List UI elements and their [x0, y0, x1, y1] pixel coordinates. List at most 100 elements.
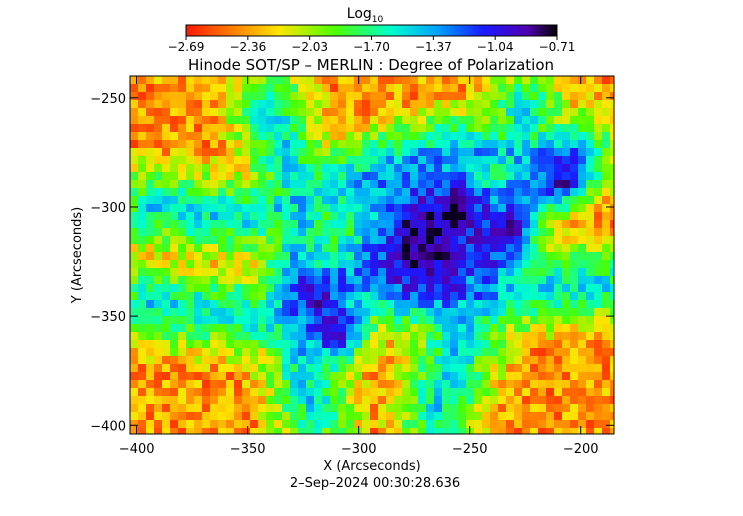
heatmap-cell — [506, 124, 515, 133]
heatmap-cell — [458, 428, 467, 434]
heatmap-cell — [218, 380, 227, 389]
heatmap-cell — [186, 108, 195, 117]
heatmap-cell — [578, 260, 587, 269]
heatmap-cell — [146, 260, 155, 269]
heatmap-cell — [298, 340, 307, 349]
heatmap-cell — [546, 140, 555, 149]
heatmap-cell — [186, 76, 195, 85]
heatmap-cell — [498, 252, 507, 261]
heatmap-cell — [266, 276, 275, 285]
heatmap-cell — [586, 172, 595, 181]
heatmap-cell — [594, 92, 603, 101]
heatmap-cell — [458, 76, 467, 85]
heatmap-cell — [458, 252, 467, 261]
heatmap-cell — [354, 268, 363, 277]
heatmap-cell — [602, 292, 611, 301]
heatmap-cell — [306, 84, 315, 93]
heatmap-cell — [378, 348, 387, 357]
heatmap-cell — [130, 364, 139, 373]
heatmap-cell — [450, 268, 459, 277]
heatmap-cell — [530, 412, 539, 421]
heatmap-cell — [130, 284, 139, 293]
heatmap-cell — [522, 204, 531, 213]
heatmap-cell — [218, 116, 227, 125]
heatmap-cell — [138, 260, 147, 269]
heatmap-cell — [258, 284, 267, 293]
heatmap-cell — [250, 172, 259, 181]
heatmap-cell — [578, 420, 587, 429]
heatmap-cell — [602, 316, 611, 325]
heatmap-cell — [594, 196, 603, 205]
heatmap-cell — [482, 236, 491, 245]
heatmap-cell — [298, 148, 307, 157]
heatmap-cell — [378, 308, 387, 317]
heatmap-cell — [162, 196, 171, 205]
heatmap-cell — [602, 412, 611, 421]
heatmap-cell — [322, 132, 331, 141]
heatmap-cell — [482, 340, 491, 349]
heatmap-cell — [602, 76, 611, 85]
heatmap-cell — [202, 300, 211, 309]
heatmap-cell — [554, 292, 563, 301]
heatmap-cell — [506, 332, 515, 341]
heatmap-cell — [322, 212, 331, 221]
heatmap-cell — [242, 220, 251, 229]
heatmap-cell — [466, 292, 475, 301]
heatmap-cell — [538, 284, 547, 293]
heatmap-cell — [242, 252, 251, 261]
heatmap-cell — [154, 92, 163, 101]
heatmap-cell — [538, 84, 547, 93]
heatmap-cell — [266, 236, 275, 245]
heatmap-cell — [426, 260, 435, 269]
heatmap-cell — [394, 204, 403, 213]
heatmap-cell — [194, 372, 203, 381]
heatmap-cell — [378, 364, 387, 373]
heatmap-cell — [482, 268, 491, 277]
heatmap-cell — [410, 300, 419, 309]
heatmap-cell — [490, 340, 499, 349]
heatmap-cell — [546, 188, 555, 197]
heatmap-cell — [522, 428, 531, 434]
heatmap-cell — [138, 204, 147, 213]
heatmap-cell — [138, 196, 147, 205]
heatmap-cell — [466, 412, 475, 421]
heatmap-cell — [578, 252, 587, 261]
heatmap-cell — [394, 332, 403, 341]
heatmap-cell — [218, 260, 227, 269]
heatmap-cell — [218, 292, 227, 301]
heatmap-cell — [226, 100, 235, 109]
heatmap-cell — [538, 300, 547, 309]
heatmap-cell — [186, 92, 195, 101]
heatmap-cell — [346, 188, 355, 197]
heatmap-cell — [610, 316, 614, 325]
heatmap-cell — [202, 348, 211, 357]
heatmap-cell — [402, 140, 411, 149]
heatmap-cell — [482, 156, 491, 165]
heatmap-cell — [290, 228, 299, 237]
heatmap-cell — [394, 252, 403, 261]
heatmap-cell — [402, 188, 411, 197]
heatmap-cell — [434, 212, 443, 221]
heatmap-cell — [250, 404, 259, 413]
heatmap-cell — [130, 196, 139, 205]
heatmap-cell — [522, 116, 531, 125]
heatmap-cell — [354, 380, 363, 389]
heatmap-cell — [282, 140, 291, 149]
heatmap-cell — [418, 268, 427, 277]
heatmap-cell — [218, 100, 227, 109]
heatmap-cell — [242, 140, 251, 149]
heatmap-cell — [466, 308, 475, 317]
heatmap-cell — [330, 236, 339, 245]
heatmap-cell — [482, 188, 491, 197]
heatmap-cell — [514, 428, 523, 434]
heatmap-cell — [546, 292, 555, 301]
heatmap-cell — [458, 92, 467, 101]
heatmap-cell — [602, 252, 611, 261]
heatmap-cell — [586, 132, 595, 141]
heatmap-cell — [210, 228, 219, 237]
heatmap-cell — [450, 204, 459, 213]
heatmap-cell — [178, 420, 187, 429]
heatmap-cell — [322, 348, 331, 357]
heatmap-cell — [226, 236, 235, 245]
heatmap-cell — [178, 76, 187, 85]
